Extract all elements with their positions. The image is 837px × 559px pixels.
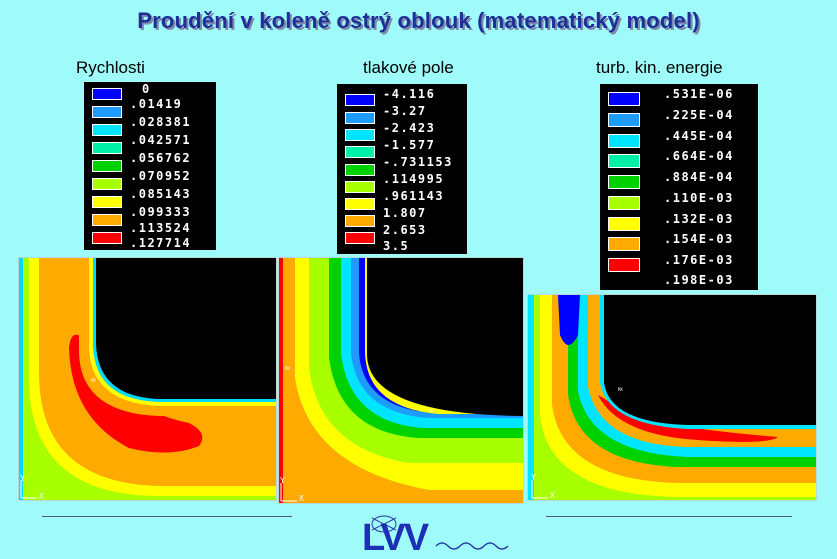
legend-swatch — [345, 112, 375, 124]
lvv-logo-graphic — [371, 515, 509, 550]
panel-label-turbulence: turb. kin. energie — [596, 58, 723, 77]
turbulence-contour-field: MX Y X — [527, 294, 817, 501]
legend-swatch — [345, 94, 375, 106]
legend-value: .225E-04 — [664, 108, 734, 122]
legend-turbulence: .531E-06 .225E-04 .445E-04 .664E-04 .884… — [600, 84, 758, 290]
legend-value: .445E-04 — [664, 129, 734, 143]
legend-value: .664E-04 — [664, 149, 734, 163]
legend-swatch — [608, 175, 640, 189]
legend-swatch — [608, 237, 640, 251]
legend-value: .531E-06 — [664, 87, 734, 101]
svg-text:MN: MN — [429, 408, 434, 413]
turbulence-contour-svg: MX — [528, 295, 816, 500]
logo-text: LVV — [362, 517, 429, 559]
panel-label-velocity: Rychlosti — [76, 58, 145, 77]
legend-value: .042571 — [130, 133, 192, 147]
legend-value: -3.27 — [383, 104, 427, 118]
divider-line — [546, 516, 792, 517]
legend-value: .127714 — [130, 236, 192, 250]
svg-text:MX: MX — [285, 366, 290, 371]
velocity-contour-field: MX Y X — [18, 257, 277, 501]
legend-swatch — [345, 164, 375, 176]
legend-header: 0 — [142, 82, 151, 96]
axis-y-label: Y — [531, 473, 536, 482]
svg-text:MX: MX — [618, 387, 623, 392]
svg-text:MX: MX — [91, 378, 96, 383]
legend-value: .113524 — [130, 221, 192, 235]
legend-value: -4.116 — [383, 87, 436, 101]
legend-swatch — [345, 129, 375, 141]
legend-swatch — [345, 181, 375, 193]
legend-value: 3.5 — [383, 239, 410, 253]
lvv-logo-icon: LVV — [356, 514, 526, 558]
legend-swatch — [92, 214, 122, 226]
legend-value: 2.653 — [383, 223, 427, 237]
legend-swatch — [92, 232, 122, 244]
legend-swatch — [608, 154, 640, 168]
legend-value: .070952 — [130, 169, 192, 183]
legend-swatch — [608, 134, 640, 148]
legend-swatch — [92, 178, 122, 190]
legend-value: .110E-03 — [664, 191, 734, 205]
legend-swatch — [92, 106, 122, 118]
legend-swatch — [92, 142, 122, 154]
legend-value: -.731153 — [383, 155, 453, 169]
legend-swatch — [608, 217, 640, 231]
legend-value: 1.807 — [383, 206, 427, 220]
legend-value: .028381 — [130, 115, 192, 129]
velocity-contour-svg: MX — [19, 258, 276, 500]
legend-swatch — [345, 232, 375, 244]
axis-x-label: X — [299, 494, 304, 503]
pressure-contour-svg: MX MN — [279, 258, 523, 503]
legend-swatch — [608, 258, 640, 272]
panel-label-pressure: tlakové pole — [363, 58, 454, 77]
legend-value: .176E-03 — [664, 253, 734, 267]
legend-value: .114995 — [383, 172, 445, 186]
legend-swatch — [92, 160, 122, 172]
legend-swatch — [345, 215, 375, 227]
legend-value: .961143 — [383, 189, 445, 203]
legend-velocity: 0 .01419 .028381 .042571 .056762 .070952… — [84, 82, 216, 250]
legend-value: .056762 — [130, 151, 192, 165]
legend-value: .884E-04 — [664, 170, 734, 184]
pressure-contour-field: MX MN Y X — [278, 257, 524, 504]
axis-x-label: X — [39, 492, 44, 501]
legend-swatch — [608, 113, 640, 127]
legend-value: .099333 — [130, 205, 192, 219]
axis-y-label: Y — [20, 474, 25, 483]
legend-value: .085143 — [130, 187, 192, 201]
legend-value: .154E-03 — [664, 232, 734, 246]
axis-y-label: Y — [280, 476, 285, 485]
legend-value: .198E-03 — [664, 273, 734, 287]
divider-line — [42, 516, 292, 517]
legend-value: -1.577 — [383, 138, 436, 152]
legend-swatch — [345, 146, 375, 158]
legend-swatch — [608, 92, 640, 106]
legend-swatch — [345, 198, 375, 210]
legend-value: .132E-03 — [664, 212, 734, 226]
legend-swatch — [92, 88, 122, 100]
legend-swatch — [92, 196, 122, 208]
page-title: Proudění v koleně ostrý oblouk (matemati… — [137, 8, 700, 33]
legend-value: -2.423 — [383, 121, 436, 135]
legend-pressure: -4.116 -3.27 -2.423 -1.577 -.731153 .114… — [337, 84, 467, 254]
axis-x-label: X — [550, 491, 555, 500]
legend-swatch — [608, 196, 640, 210]
legend-swatch — [92, 124, 122, 136]
legend-value: .01419 — [130, 97, 183, 111]
